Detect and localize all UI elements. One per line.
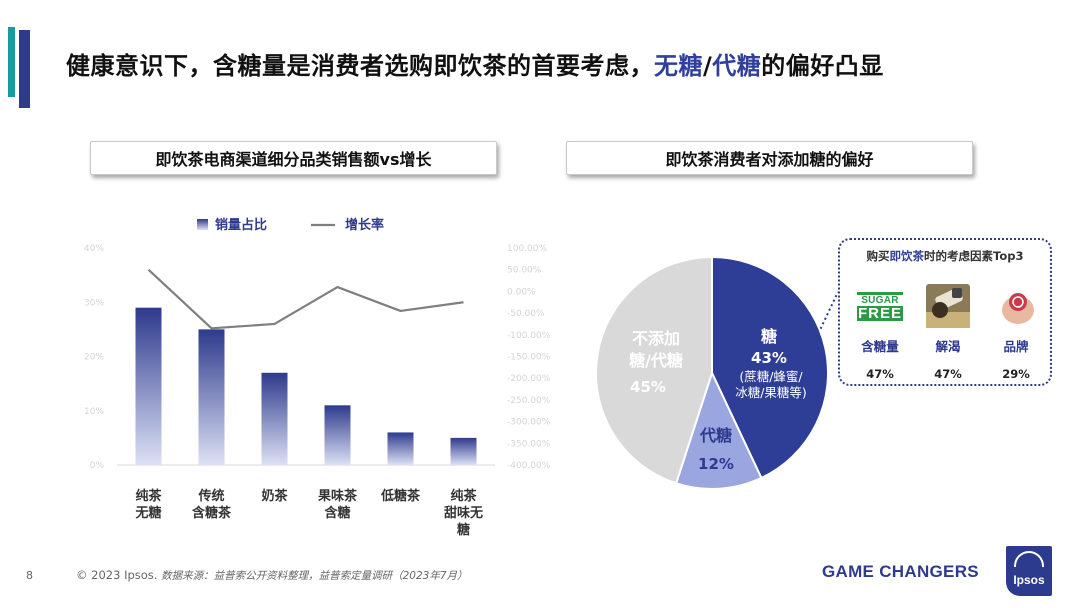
callout-title: 购买即饮茶时的考虑因素Top3 (840, 248, 1050, 264)
ipsos-logo: Ipsos (1006, 546, 1052, 596)
title-text-2: 的偏好凸显 (761, 52, 884, 80)
pie-slice (674, 370, 763, 490)
bar-mark (198, 329, 225, 465)
slice-label: 代糖 (699, 426, 732, 445)
callout-title-post: 时的考虑因素Top3 (924, 249, 1024, 263)
slice-note: 冰糖/果糖等) (735, 385, 807, 400)
y-right-tick: 100.00% (507, 244, 547, 254)
title-text-1: 健康意识下，含糖量是消费者选购即饮茶的首要考虑， (66, 52, 654, 80)
x-tick-label: 果味茶 (317, 488, 358, 504)
copyright-text: © 2023 Ipsos. (76, 568, 158, 582)
x-tick-label: 无糖 (134, 505, 161, 521)
y-right-tick: -250.00% (507, 396, 551, 406)
title-highlight-2: 代糖 (712, 52, 762, 80)
logo-arc (1014, 551, 1044, 567)
factor-thirst: 解渴 47% (918, 284, 978, 381)
y-left-tick: 40% (84, 244, 104, 254)
y-right-tick: -400.00% (507, 461, 551, 471)
right-panel-title: 即饮茶消费者对添加糖的偏好 (566, 141, 973, 175)
factor-label: 解渴 (935, 339, 961, 354)
factor-value: 47% (866, 367, 894, 381)
factor-label: 品牌 (1003, 339, 1029, 354)
pie-slice (595, 255, 713, 485)
slice-value: 45% (630, 378, 666, 396)
slice-note: (蔗糖/蜂蜜/ (739, 369, 803, 384)
y-right-tick: 0.00% (507, 287, 536, 297)
slice-value: 43% (751, 349, 787, 367)
slice-label: 不添加 (632, 329, 680, 348)
y-left-tick: 30% (84, 298, 104, 308)
y-right-tick: -100.00% (507, 331, 551, 341)
x-tick-label: 糖 (457, 522, 470, 538)
legend-bar-label: 销量占比 (215, 217, 267, 233)
y-right-tick: -350.00% (507, 439, 551, 449)
title-accent-bar-teal (8, 27, 15, 97)
title-highlight-1: 无糖 (654, 52, 703, 80)
game-changers-tagline: GAME CHANGERS (822, 562, 979, 581)
purchase-factors-callout: 购买即饮茶时的考虑因素Top3 SUGAR FREE 含糖量 47% 解渴 47… (838, 238, 1052, 386)
left-panel-title: 即饮茶电商渠道细分品类销售额vs增长 (90, 141, 497, 175)
x-tick-label: 含糖茶 (191, 505, 232, 521)
bar-mark (324, 405, 351, 465)
x-tick-label: 奶茶 (260, 488, 288, 504)
y-right-tick: -300.00% (507, 418, 551, 428)
x-tick-label: 传统 (197, 488, 224, 504)
legend-line-label: 增长率 (345, 217, 384, 233)
bar-mark (450, 437, 477, 465)
factor-value: 29% (1002, 367, 1030, 381)
title-separator: / (703, 52, 713, 80)
title-accent-bar-navy (19, 30, 30, 108)
source-text: 数据来源：益普索公开资料整理，益普索定量调研（2023年7月） (161, 570, 468, 582)
legend-bar-swatch (197, 219, 208, 230)
y-right-tick: -50.00% (507, 309, 545, 319)
brand-badge-icon (992, 284, 1040, 328)
x-tick-label: 纯茶 (135, 488, 162, 504)
bar-mark (261, 372, 288, 465)
y-left-tick: 20% (84, 353, 104, 363)
page-title: 健康意识下，含糖量是消费者选购即饮茶的首要考虑，无糖/代糖的偏好凸显 (66, 46, 884, 81)
callout-title-pre: 购买 (866, 249, 890, 263)
slice-label: 糖 (761, 327, 777, 346)
sugar-free-text-2: FREE (857, 304, 903, 322)
y-right-tick: -150.00% (507, 353, 551, 363)
slice-label: 糖/代糖 (629, 351, 683, 370)
slice-value: 12% (698, 455, 734, 473)
x-tick-label: 低糖茶 (380, 488, 421, 504)
y-right-tick: 50.00% (507, 266, 542, 276)
page-number: 8 (26, 569, 33, 582)
y-right-tick: -200.00% (507, 374, 551, 384)
logo-text: Ipsos (1013, 573, 1045, 587)
y-left-tick: 0% (90, 461, 105, 471)
callout-title-highlight: 即饮茶 (889, 249, 925, 263)
pie-slice (711, 255, 829, 480)
footer-copyright: © 2023 Ipsos. 数据来源：益普索公开资料整理，益普索定量调研（202… (76, 568, 468, 583)
factor-brand: 品牌 29% (986, 284, 1046, 381)
bar-mark (387, 432, 414, 465)
y-left-tick: 10% (84, 407, 104, 417)
factor-value: 47% (934, 367, 962, 381)
bar-layer: 0% 10% 20% 30% 40% 100.00% 50.00% 0.00% -50.00% -… (84, 217, 551, 538)
drinking-icon (924, 284, 972, 328)
bar-mark (135, 307, 162, 465)
x-tick-label: 纯茶 (450, 488, 477, 504)
growth-line (147, 268, 464, 330)
sugar-free-icon: SUGAR FREE (856, 284, 904, 328)
factor-sugar-content: SUGAR FREE 含糖量 47% (850, 284, 910, 381)
x-tick-label: 甜味无 (444, 505, 483, 521)
x-tick-label: 含糖 (323, 505, 350, 521)
sugar-free-text-1: SUGAR (861, 294, 899, 306)
factor-label: 含糖量 (861, 339, 899, 354)
